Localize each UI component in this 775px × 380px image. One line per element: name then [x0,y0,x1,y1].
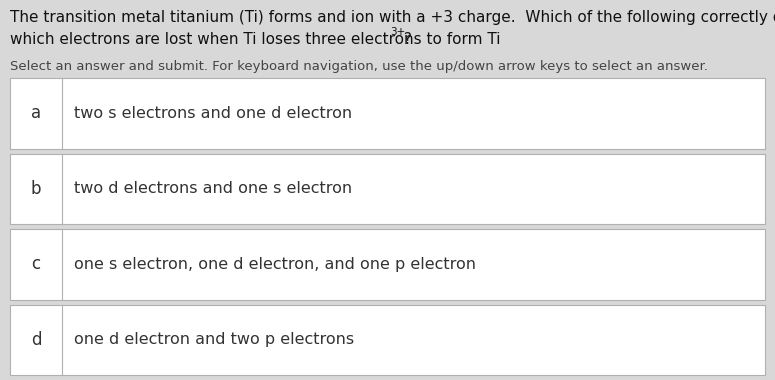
Text: one d electron and two p electrons: one d electron and two p electrons [74,332,354,347]
FancyBboxPatch shape [10,304,765,375]
Text: c: c [32,255,40,273]
Text: d: d [31,331,41,349]
Text: Select an answer and submit. For keyboard navigation, use the up/down arrow keys: Select an answer and submit. For keyboar… [10,60,708,73]
FancyBboxPatch shape [10,78,765,149]
Text: one s electron, one d electron, and one p electron: one s electron, one d electron, and one … [74,257,476,272]
Text: The transition metal titanium (Ti) forms and ion with a +3 charge.  Which of the: The transition metal titanium (Ti) forms… [10,10,775,25]
Text: two s electrons and one d electron: two s electrons and one d electron [74,106,352,121]
Text: a: a [31,104,41,122]
FancyBboxPatch shape [10,229,765,299]
FancyBboxPatch shape [10,154,765,224]
Text: 3+: 3+ [391,27,405,37]
Text: b: b [31,180,41,198]
Text: which electrons are lost when Ti loses three electrons to form Ti: which electrons are lost when Ti loses t… [10,32,501,47]
Text: two d electrons and one s electron: two d electrons and one s electron [74,181,352,196]
Text: ?: ? [398,32,412,47]
